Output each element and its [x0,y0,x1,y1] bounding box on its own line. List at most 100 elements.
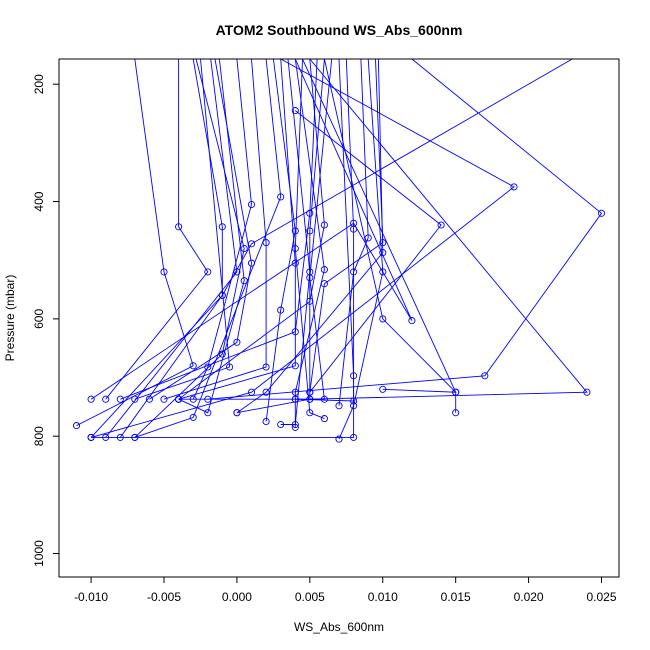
data-point [160,395,168,403]
data-point [189,362,197,370]
series-layer [72,59,606,443]
data-point [350,219,358,227]
data-point [291,328,299,336]
profile-line [105,59,209,400]
profile-series [175,59,248,417]
profile-series [262,59,299,426]
data-point [335,402,343,410]
data-point [452,409,460,417]
data-point [320,266,328,274]
profile-series [335,59,387,443]
profile-line [294,59,325,420]
data-point [204,395,212,403]
data-point [320,415,328,423]
profile-line [119,59,223,438]
data-point [452,388,460,396]
y-tick-label: 600 [32,309,46,329]
data-point [335,435,343,443]
data-point [320,221,328,229]
profile-series [291,59,328,423]
data-point [277,420,285,429]
plot-frame [58,58,620,578]
profile-series [102,59,212,403]
x-tick-label: 0.000 [222,590,252,604]
profile-series [102,59,241,441]
data-point [583,388,591,396]
data-point [379,268,387,276]
profile-line [338,59,369,406]
data-point [510,183,518,191]
profile-series [72,59,197,430]
data-point [247,200,256,209]
profile-line [178,59,245,414]
data-point [262,388,270,396]
profile-line [76,59,194,427]
profile-line [163,59,267,400]
data-point [291,423,299,431]
data-point [320,280,328,288]
x-tick-label: 0.020 [514,590,544,604]
profile-line [134,59,282,438]
data-point [131,395,139,403]
data-point [175,395,183,403]
data-point [350,433,358,441]
profile-series [116,59,226,441]
profile-series [87,59,358,441]
data-point [291,244,299,253]
data-point [204,409,212,417]
y-tick-label: 200 [32,74,46,94]
data-point [233,268,241,276]
profile-line [90,59,515,438]
data-point [379,385,387,393]
data-point [306,409,314,417]
data-point [233,409,241,417]
data-point [306,209,314,217]
data-point [291,362,299,370]
data-point [262,363,270,371]
profile-line [236,59,384,414]
x-tick-label: -0.010 [74,590,108,604]
profile-series [233,59,591,417]
x-tick-label: 0.010 [368,590,398,604]
profile-line [236,59,588,414]
profile-line [90,59,413,400]
profile-line [295,59,325,400]
data-point [87,433,95,441]
profile-line [120,59,318,400]
profile-series [175,59,333,403]
data-point [350,372,358,380]
profile-line [295,59,355,402]
profile-line [295,110,442,393]
profile-line [338,59,384,440]
data-point [160,268,168,276]
y-axis: 200 400 600 800 1000 [32,74,60,567]
x-axis-label: WS_Abs_600nm [294,620,384,634]
data-point [189,413,197,421]
x-tick-label: 0.005 [295,590,325,604]
data-point [379,315,387,323]
data-point [277,306,285,314]
data-point [306,227,314,235]
profile-series [323,59,460,396]
data-point [72,422,81,430]
profile-line [323,59,457,393]
data-point [408,317,416,325]
y-tick-label: 1000 [32,540,46,567]
data-point [233,338,241,346]
data-point [437,221,445,229]
profile-line [265,59,296,422]
y-tick-label: 400 [32,191,46,211]
data-point [226,363,234,371]
data-point [145,395,153,403]
profile-series [335,59,372,410]
profile-series [116,59,318,403]
data-point [291,107,299,115]
data-point [102,395,110,403]
chart-title: ATOM2 Southbound WS_Abs_600nm [216,22,463,38]
data-point [175,223,183,231]
profile-line [105,59,238,438]
y-tick-label: 800 [32,426,46,446]
data-point [116,395,124,403]
data-point [481,372,489,380]
